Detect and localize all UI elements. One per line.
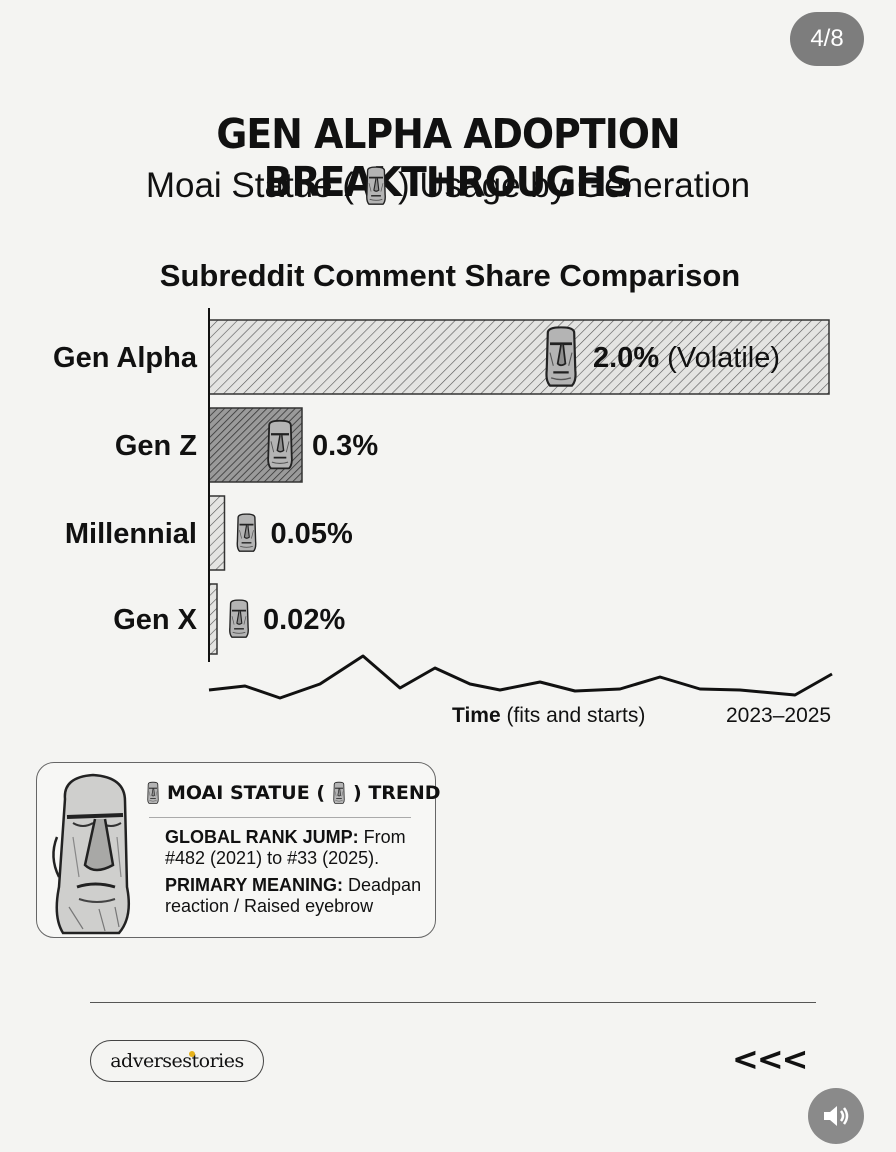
value-label: 0.02% <box>263 604 345 636</box>
moai-icon <box>236 513 257 553</box>
x-axis-range-label: 2023–2025 <box>726 704 832 727</box>
timeline-squiggle <box>208 654 833 700</box>
card-heading: MOAI STATUE ( ) TREND <box>145 781 441 805</box>
card-heading-before: MOAI STATUE ( <box>167 782 326 804</box>
value-label: 0.05% <box>271 518 353 550</box>
page-title: GEN ALPHA ADOPTION BREAKTHROUGHS <box>216 110 680 206</box>
value-label: 2.0% (Volatile) <box>593 342 780 374</box>
meaning-label: PRIMARY MEANING: <box>165 875 344 895</box>
subtitle-before: Moai Statue ( <box>145 166 354 205</box>
bar-gen-x <box>208 583 218 655</box>
moai-icon <box>228 599 250 639</box>
subtitle: Moai Statue ( ) Usage by Generation <box>0 166 896 206</box>
subtitle-after: ) Usage by Generation <box>398 166 751 205</box>
trend-card: MOAI STATUE ( ) TREND GLOBAL RANK JUMP: … <box>36 762 441 938</box>
page-indicator: 4/8 <box>790 12 864 66</box>
moai-icon <box>145 781 161 805</box>
value-label: 0.3% <box>312 430 378 462</box>
footer-divider <box>90 1002 816 1003</box>
sound-button[interactable] <box>808 1088 864 1144</box>
card-body: GLOBAL RANK JUMP: From #482 (2021) to #3… <box>165 827 427 923</box>
moai-head-illustration <box>52 773 130 935</box>
rank-jump-label: GLOBAL RANK JUMP: <box>165 827 359 847</box>
category-label: Gen Alpha <box>53 342 198 374</box>
category-label: Gen Z <box>115 430 197 462</box>
x-axis-label: Time (fits and starts) <box>452 704 645 728</box>
back-arrows-button[interactable]: <<< <box>732 1040 808 1078</box>
bar-gen-alpha <box>208 319 830 395</box>
category-label: Millennial <box>65 518 197 550</box>
x-axis-label-rest: (fits and starts) <box>500 704 646 727</box>
meaning-text: PRIMARY MEANING: Deadpan reaction / Rais… <box>165 875 427 917</box>
chart-title: Subreddit Comment Share Comparison <box>159 258 741 293</box>
moai-icon <box>362 166 390 206</box>
moai-icon <box>331 781 347 805</box>
category-label: Gen X <box>113 604 197 636</box>
brand-logo[interactable]: adversestories <box>90 1040 264 1082</box>
meaning-value: Deadpan reaction / Raised eyebrow <box>165 875 422 916</box>
x-axis-label-bold: Time <box>452 704 501 727</box>
moai-icon <box>266 419 294 470</box>
logo-dot <box>189 1051 195 1057</box>
bar-millennial <box>208 495 226 571</box>
card-divider <box>149 817 411 818</box>
rank-jump-value: From #482 (2021) to #33 (2025). <box>165 827 406 868</box>
value-note: (Volatile) <box>659 342 780 374</box>
rank-jump-text: GLOBAL RANK JUMP: From #482 (2021) to #3… <box>165 827 427 869</box>
speaker-icon <box>824 1106 849 1126</box>
card-heading-after: ) TREND <box>353 782 441 804</box>
moai-icon <box>545 326 577 387</box>
bar-chart: Gen Alpha 2.0% (Volatile) Gen Z 0.3% Millenn… <box>53 308 833 700</box>
